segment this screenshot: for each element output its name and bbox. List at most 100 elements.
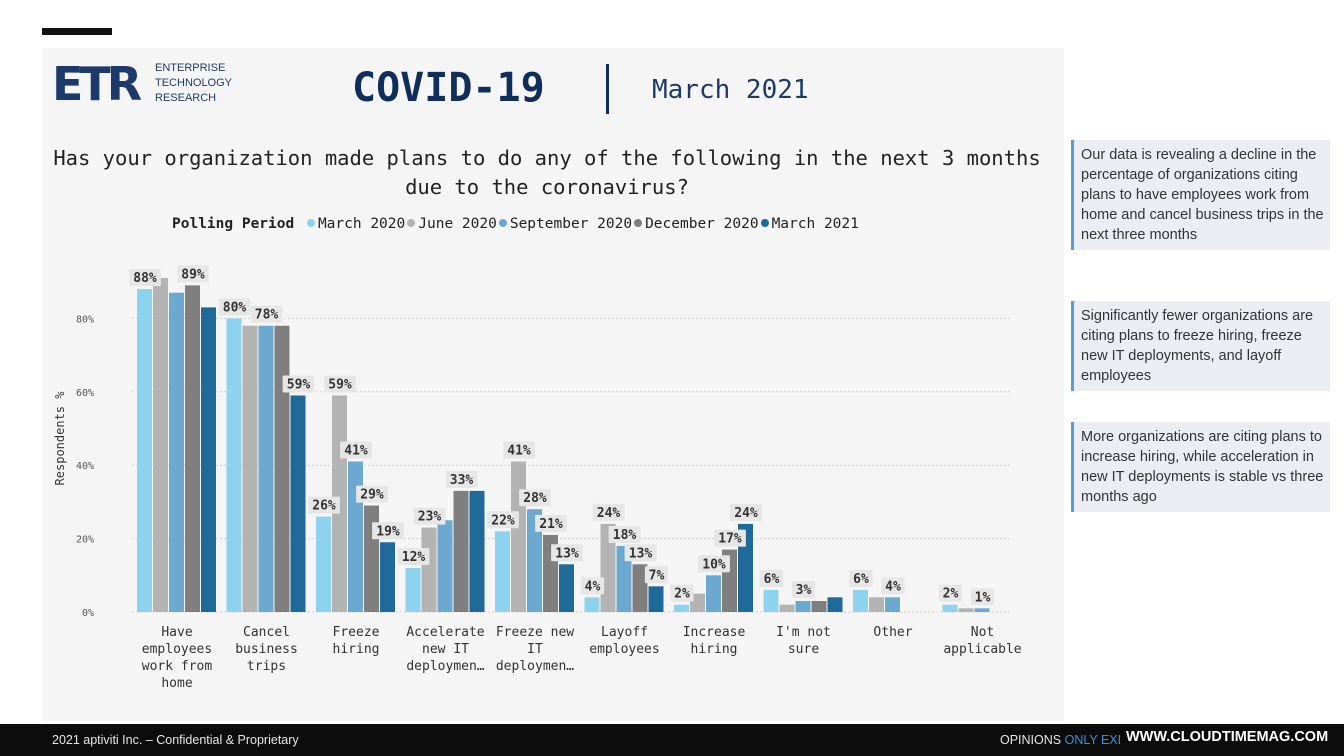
data-label-box bbox=[397, 547, 430, 565]
bar bbox=[453, 490, 469, 612]
bar bbox=[942, 604, 958, 612]
data-label: 78% bbox=[255, 308, 279, 323]
legend-label: September 2020 bbox=[509, 216, 633, 232]
data-label-box bbox=[730, 503, 762, 521]
data-label-box bbox=[791, 580, 816, 598]
legend-title: Polling Period bbox=[172, 216, 295, 232]
data-label-box bbox=[938, 584, 963, 602]
legend-swatch bbox=[634, 219, 643, 227]
bar bbox=[869, 597, 884, 612]
footer-tagline-prefix: OPINIONS bbox=[1000, 733, 1065, 747]
bar bbox=[811, 600, 827, 612]
logo-wordmark: ENTERPRISE TECHNOLOGY RESEARCH bbox=[155, 61, 232, 106]
data-label: 41% bbox=[507, 444, 531, 459]
data-label: 41% bbox=[344, 444, 368, 459]
legend-label: December 2020 bbox=[645, 216, 759, 232]
bar bbox=[616, 545, 632, 612]
data-label: 59% bbox=[328, 377, 352, 392]
data-label-box bbox=[308, 496, 340, 514]
x-tick-label: work from bbox=[142, 659, 213, 674]
data-label-box bbox=[282, 375, 315, 393]
data-label-box bbox=[624, 544, 657, 562]
x-tick-label: home bbox=[161, 676, 192, 691]
y-tick-label: 60% bbox=[76, 388, 94, 399]
bar bbox=[242, 325, 258, 612]
legend-item: March 2021 bbox=[760, 214, 859, 234]
data-label: 12% bbox=[402, 550, 426, 565]
x-tick-label: employees bbox=[589, 642, 659, 657]
x-tick-label: I'm not bbox=[776, 625, 831, 640]
data-label: 19% bbox=[376, 524, 400, 539]
legend-swatch bbox=[760, 219, 769, 227]
data-label-box bbox=[413, 507, 446, 525]
bar bbox=[495, 531, 510, 612]
x-tick-label: applicable bbox=[943, 642, 1021, 657]
data-label: 13% bbox=[555, 546, 579, 561]
bar bbox=[827, 597, 843, 612]
bar bbox=[226, 318, 242, 612]
data-label: 21% bbox=[539, 517, 563, 532]
bar bbox=[511, 461, 526, 612]
bar bbox=[763, 589, 779, 612]
logo-line: ENTERPRISE bbox=[155, 62, 226, 74]
data-label: 18% bbox=[613, 528, 637, 543]
data-label: 26% bbox=[312, 499, 336, 514]
bar bbox=[316, 516, 331, 612]
bar bbox=[559, 564, 574, 612]
data-label-box bbox=[881, 577, 905, 595]
legend-swatch bbox=[498, 219, 507, 227]
x-tick-label: Other bbox=[873, 625, 912, 640]
data-label: 10% bbox=[702, 557, 726, 572]
data-label-box bbox=[849, 569, 873, 587]
bar bbox=[137, 289, 152, 612]
side-note: Significantly fewer organizations are ci… bbox=[1071, 301, 1330, 391]
x-tick-label: business bbox=[235, 642, 298, 657]
bar bbox=[795, 600, 811, 612]
bar bbox=[274, 325, 290, 612]
data-label: 89% bbox=[181, 267, 205, 282]
footer-bar bbox=[0, 724, 1344, 756]
bar-chart: 0% 20% 40% 60% 80% Respondents % Have employees… bbox=[53, 265, 1022, 691]
data-label-box bbox=[644, 566, 669, 584]
data-label: 13% bbox=[629, 546, 653, 561]
bar bbox=[958, 608, 974, 612]
x-tick-label: IT bbox=[527, 642, 543, 657]
bar bbox=[885, 597, 900, 612]
logo-mark: ETR bbox=[52, 57, 142, 111]
legend-item: September 2020 bbox=[498, 214, 633, 234]
bar bbox=[290, 395, 306, 612]
data-label-box bbox=[759, 569, 784, 587]
bar bbox=[690, 593, 705, 612]
data-label: 2% bbox=[674, 587, 690, 602]
top-accent-bar bbox=[42, 28, 112, 35]
data-label-box bbox=[445, 470, 478, 488]
bar bbox=[201, 307, 216, 612]
side-note: More organizations are citing plans to i… bbox=[1071, 422, 1330, 512]
x-tick-label: hiring bbox=[333, 642, 380, 657]
legend-item: December 2020 bbox=[634, 214, 759, 234]
data-label-box bbox=[503, 441, 535, 459]
x-tick-label: Increase bbox=[683, 625, 746, 640]
bar bbox=[706, 575, 721, 612]
watermark: WWW.CLOUDTIMEMAG.COM bbox=[1126, 729, 1329, 745]
data-label-box bbox=[970, 588, 995, 606]
bar bbox=[169, 292, 184, 612]
data-label-box bbox=[129, 269, 161, 287]
x-tick-label: trips bbox=[247, 659, 286, 674]
bar bbox=[380, 542, 395, 612]
bar bbox=[405, 567, 421, 612]
data-label-box bbox=[519, 489, 551, 507]
data-label: 17% bbox=[718, 532, 742, 547]
data-label-box bbox=[372, 522, 404, 540]
side-note: Our data is revealing a decline in the p… bbox=[1071, 140, 1330, 250]
data-label-box bbox=[356, 485, 388, 503]
legend-swatch bbox=[306, 219, 315, 227]
logo-line: TECHNOLOGY bbox=[155, 77, 233, 89]
x-tick-label: employees bbox=[142, 642, 212, 657]
legend-item: June 2020 bbox=[407, 214, 497, 234]
y-tick-label: 40% bbox=[76, 461, 94, 472]
data-label: 22% bbox=[491, 513, 515, 528]
data-label-box bbox=[487, 511, 519, 529]
y-tick-label: 20% bbox=[76, 535, 94, 546]
bar bbox=[437, 520, 453, 612]
